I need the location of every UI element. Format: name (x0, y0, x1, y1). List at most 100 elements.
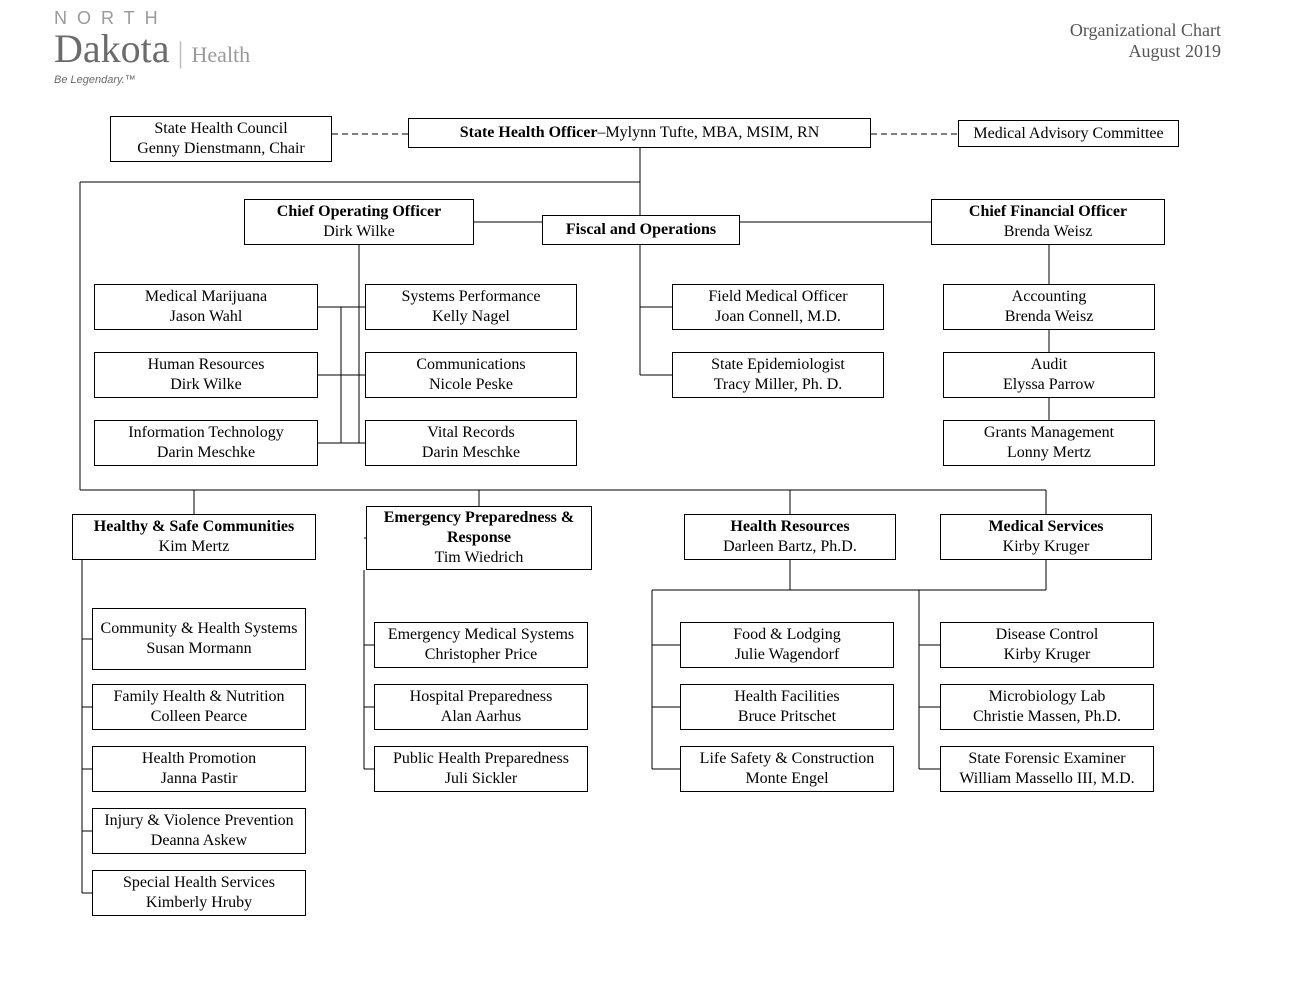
org-box-it: Information TechnologyDarin Meschke (94, 420, 318, 466)
box-title: Information Technology (128, 423, 283, 443)
logo-health: Health (192, 42, 251, 68)
box-person: –Mylynn Tufte, MBA, MSIM, RN (597, 124, 819, 141)
box-title: Vital Records (427, 423, 514, 443)
org-box-dc: Disease ControlKirby Kruger (940, 622, 1154, 668)
org-box-hf: Health FacilitiesBruce Pritschet (680, 684, 894, 730)
box-person: Nicole Peske (429, 375, 513, 395)
box-title: State Forensic Examiner (968, 749, 1125, 769)
org-box-hres: Health ResourcesDarleen Bartz, Ph.D. (684, 514, 896, 560)
box-person: Lonny Mertz (1007, 443, 1091, 463)
org-box-ml: Microbiology LabChristie Massen, Ph.D. (940, 684, 1154, 730)
box-person: Monte Engel (745, 769, 828, 789)
box-title: Healthy & Safe Communities (94, 517, 294, 537)
org-box-sho: State Health Officer–Mylynn Tufte, MBA, … (408, 118, 871, 148)
box-title: Fiscal and Operations (566, 220, 716, 240)
box-title: Chief Financial Officer (969, 202, 1127, 222)
box-title: Audit (1031, 355, 1067, 375)
box-title: Life Safety & Construction (700, 749, 875, 769)
box-title: State Health Officer (460, 124, 598, 141)
org-box-com: CommunicationsNicole Peske (365, 352, 577, 398)
box-title: Special Health Services (123, 873, 275, 893)
box-person: Julie Wagendorf (735, 645, 840, 665)
box-person: Brenda Weisz (1005, 307, 1094, 327)
org-box-vr: Vital RecordsDarin Meschke (365, 420, 577, 466)
box-title: Emergency Medical Systems (388, 625, 574, 645)
box-person: Kirby Kruger (1004, 645, 1091, 665)
box-person: Susan Mormann (146, 639, 251, 659)
org-box-aud: AuditElyssa Parrow (943, 352, 1155, 398)
org-box-shs: Special Health ServicesKimberly Hruby (92, 870, 306, 916)
box-person: Kim Mertz (159, 537, 230, 557)
box-person: Alan Aarhus (441, 707, 521, 727)
box-person: Elyssa Parrow (1003, 375, 1095, 395)
box-title: Accounting (1012, 287, 1087, 307)
org-box-epr: Emergency Preparedness & ResponseTim Wie… (366, 506, 592, 570)
box-person: Brenda Weisz (1004, 222, 1093, 242)
box-title: Hospital Preparedness (410, 687, 553, 707)
org-box-ems: Emergency Medical SystemsChristopher Pri… (374, 622, 588, 668)
box-title: State Epidemiologist (711, 355, 845, 375)
box-title: Human Resources (148, 355, 265, 375)
box-person: Kelly Nagel (432, 307, 510, 327)
box-person: William Massello III, M.D. (959, 769, 1134, 789)
box-person: Janna Pastir (161, 769, 238, 789)
box-title: State Health Council (154, 119, 287, 139)
box-person: Jason Wahl (170, 307, 243, 327)
logo-separator: | (178, 36, 184, 70)
box-person: Tim Wiedrich (435, 548, 524, 568)
box-person: Genny Dienstmann, Chair (137, 139, 305, 159)
box-title: Emergency Preparedness & Response (373, 508, 585, 548)
box-person: Deanna Askew (151, 831, 247, 851)
box-person: Kimberly Hruby (146, 893, 252, 913)
org-box-inline: State Health Officer–Mylynn Tufte, MBA, … (460, 123, 820, 143)
org-box-cfo: Chief Financial OfficerBrenda Weisz (931, 199, 1165, 245)
org-box-hprep: Hospital PreparednessAlan Aarhus (374, 684, 588, 730)
box-title: Family Health & Nutrition (113, 687, 284, 707)
box-title: Grants Management (984, 423, 1114, 443)
logo-dakota: Dakota (54, 29, 170, 69)
org-box-chs: Community & Health SystemsSusan Mormann (92, 608, 306, 670)
org-box-hp: Health PromotionJanna Pastir (92, 746, 306, 792)
box-person: Dirk Wilke (323, 222, 395, 242)
chart-date: August 2019 (1070, 41, 1221, 62)
org-box-sp: Systems PerformanceKelly Nagel (365, 284, 577, 330)
box-person: Colleen Pearce (151, 707, 247, 727)
box-title: Injury & Violence Prevention (104, 811, 293, 831)
org-box-lsc: Life Safety & ConstructionMonte Engel (680, 746, 894, 792)
box-title: Field Medical Officer (708, 287, 847, 307)
box-person: Kirby Kruger (1003, 537, 1090, 557)
box-title: Communications (416, 355, 525, 375)
box-title: Medical Marijuana (145, 287, 267, 307)
org-box-fao: Fiscal and Operations (542, 215, 740, 245)
org-box-fhn: Family Health & NutritionColleen Pearce (92, 684, 306, 730)
org-box-coo: Chief Operating OfficerDirk Wilke (244, 199, 474, 245)
org-box-mm: Medical MarijuanaJason Wahl (94, 284, 318, 330)
box-title: Medical Advisory Committee (973, 124, 1163, 144)
box-title: Public Health Preparedness (393, 749, 569, 769)
logo-block: NORTH Dakota | Health Be Legendary.™ (54, 8, 250, 86)
box-person: Christopher Price (425, 645, 537, 665)
box-title: Food & Lodging (733, 625, 841, 645)
box-person: Bruce Pritschet (738, 707, 836, 727)
org-box-hsc: Healthy & Safe CommunitiesKim Mertz (72, 514, 316, 560)
org-box-ms: Medical ServicesKirby Kruger (940, 514, 1152, 560)
box-person: Tracy Miller, Ph. D. (714, 375, 843, 395)
org-box-shc: State Health CouncilGenny Dienstmann, Ch… (110, 116, 332, 162)
logo-tagline: Be Legendary.™ (54, 74, 250, 86)
box-person: Dirk Wilke (170, 375, 242, 395)
box-person: Darin Meschke (157, 443, 255, 463)
org-box-mac: Medical Advisory Committee (958, 120, 1179, 147)
org-box-sfe: State Forensic ExaminerWilliam Massello … (940, 746, 1154, 792)
org-box-php: Public Health PreparednessJuli Sickler (374, 746, 588, 792)
box-person: Christie Massen, Ph.D. (973, 707, 1121, 727)
chart-title-block: Organizational Chart August 2019 (1070, 20, 1221, 62)
org-box-gm: Grants ManagementLonny Mertz (943, 420, 1155, 466)
box-title: Chief Operating Officer (277, 202, 441, 222)
box-title: Disease Control (996, 625, 1099, 645)
box-title: Health Resources (730, 517, 849, 537)
box-person: Juli Sickler (445, 769, 517, 789)
org-box-fmo: Field Medical OfficerJoan Connell, M.D. (672, 284, 884, 330)
box-title: Systems Performance (401, 287, 540, 307)
org-box-ivp: Injury & Violence PreventionDeanna Askew (92, 808, 306, 854)
org-box-hr: Human ResourcesDirk Wilke (94, 352, 318, 398)
